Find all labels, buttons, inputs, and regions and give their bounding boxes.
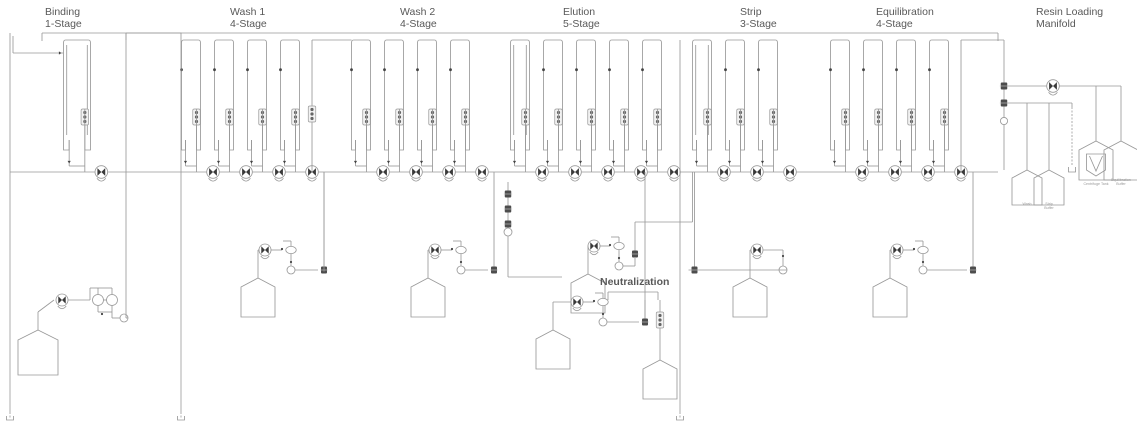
svg-text:Elution: Elution <box>563 6 595 18</box>
svg-text:Centrifuge Tank: Centrifuge Tank <box>1083 182 1108 186</box>
svg-text:Manifold: Manifold <box>1036 18 1076 30</box>
svg-text:5-Stage: 5-Stage <box>563 18 600 30</box>
svg-text:Buffer: Buffer <box>1116 182 1126 186</box>
svg-text:4-Stage: 4-Stage <box>230 18 267 30</box>
svg-text:1-Stage: 1-Stage <box>45 18 82 30</box>
svg-text:Strip: Strip <box>740 6 762 18</box>
svg-text:Wash 1: Wash 1 <box>230 6 265 18</box>
svg-text:4-Stage: 4-Stage <box>400 18 437 30</box>
svg-text:Resin Loading: Resin Loading <box>1036 6 1103 18</box>
svg-text:3-Stage: 3-Stage <box>740 18 777 30</box>
svg-text:Buffer: Buffer <box>1044 206 1054 210</box>
svg-text:Wash: Wash <box>1022 202 1031 206</box>
svg-text:Neutralization: Neutralization <box>600 276 669 288</box>
svg-text:Wash 2: Wash 2 <box>400 6 435 18</box>
svg-text:Binding: Binding <box>45 6 80 18</box>
svg-text:Equilibration: Equilibration <box>876 6 934 18</box>
svg-text:4-Stage: 4-Stage <box>876 18 913 30</box>
